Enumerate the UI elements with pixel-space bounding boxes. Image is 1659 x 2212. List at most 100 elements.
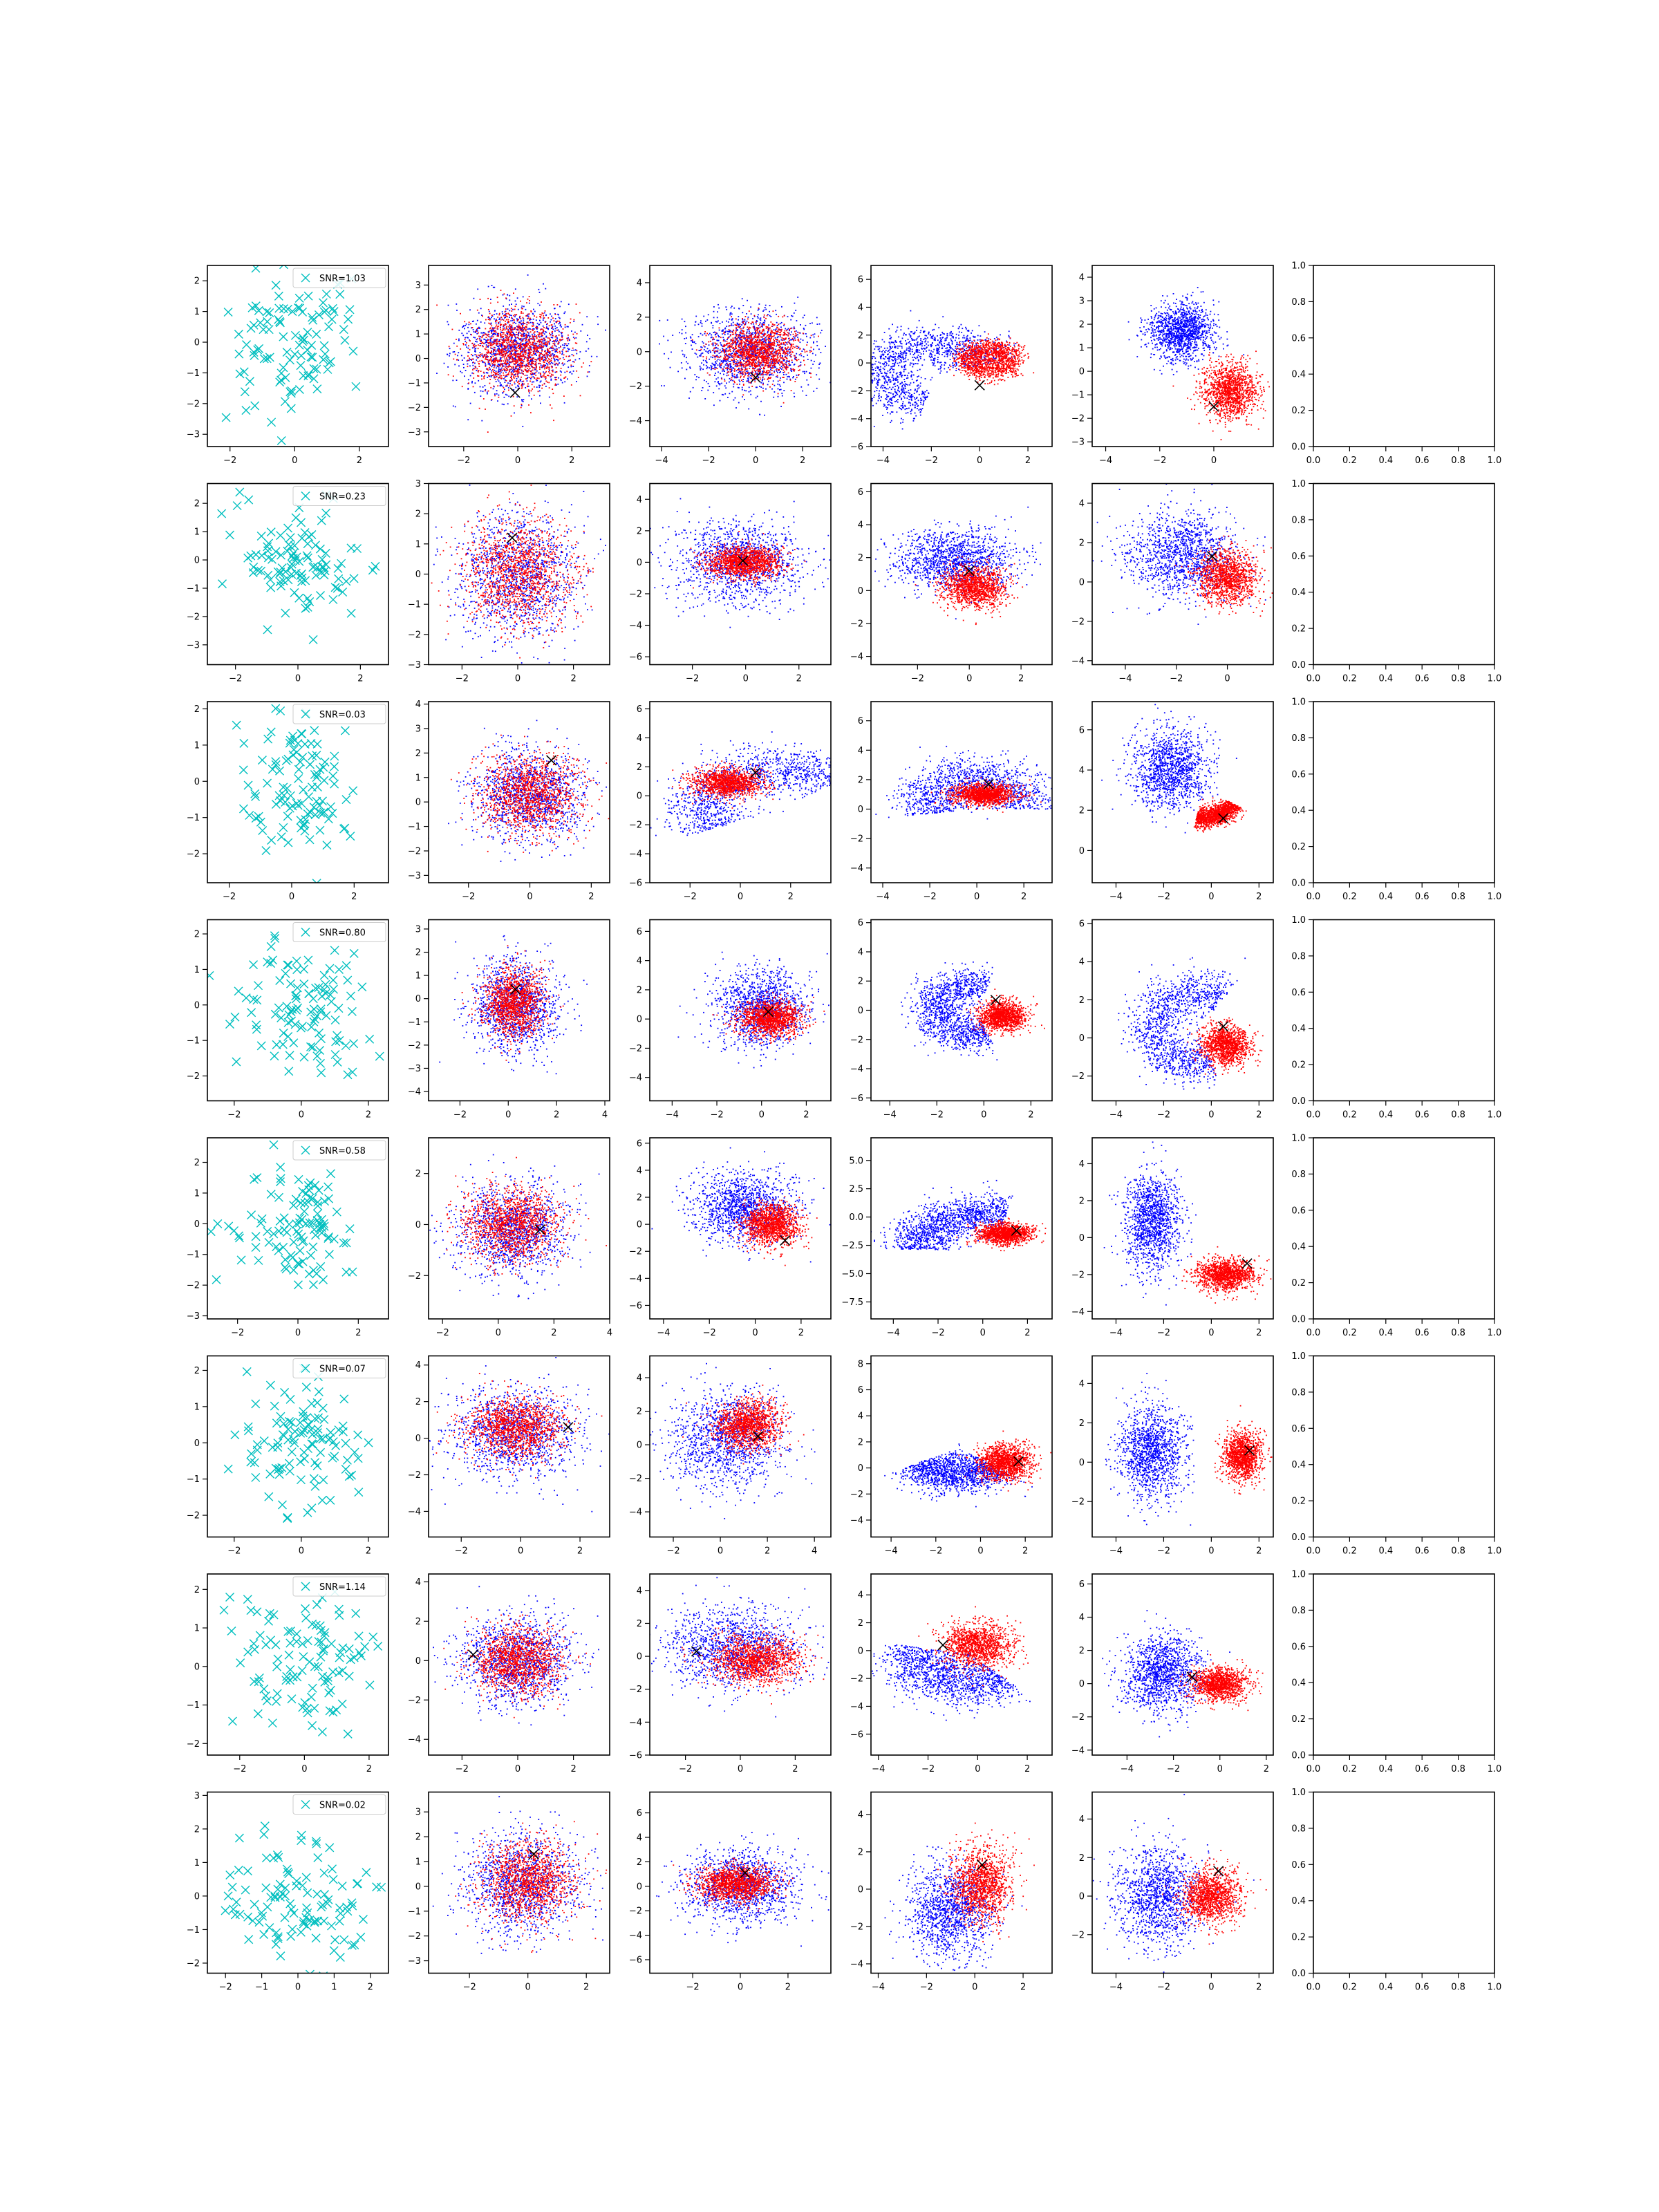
red-point [524, 323, 525, 324]
red-point [753, 343, 754, 344]
red-point [769, 335, 770, 336]
red-point [480, 299, 481, 300]
red-point [752, 347, 753, 348]
blue-point [774, 371, 775, 372]
red-point [754, 343, 756, 344]
red-point [757, 336, 758, 337]
blue-point [771, 374, 772, 375]
blue-point [493, 353, 494, 355]
blue-point [775, 310, 776, 311]
blue-point [532, 314, 534, 315]
blue-point [552, 341, 554, 342]
red-point [765, 346, 767, 347]
blue-point [785, 328, 786, 330]
blue-point [733, 376, 734, 377]
blue-point [722, 394, 724, 395]
blue-point [561, 326, 562, 328]
blue-point [709, 367, 710, 368]
red-point [765, 364, 766, 366]
red-point [773, 355, 774, 356]
blue-point [509, 299, 510, 301]
blue-point [731, 319, 733, 321]
red-point [496, 343, 498, 344]
red-point [707, 373, 709, 374]
red-point [727, 343, 729, 344]
red-point [523, 339, 524, 341]
red-point [478, 361, 479, 362]
red-point [762, 384, 764, 386]
blue-point [731, 370, 733, 371]
red-point [529, 345, 530, 346]
blue-point [750, 394, 751, 395]
red-point [500, 335, 501, 337]
red-point [521, 404, 523, 405]
blue-point [733, 400, 735, 401]
blue-point [672, 335, 673, 336]
red-point [489, 367, 490, 368]
blue-point [472, 365, 474, 366]
red-point [755, 330, 756, 332]
blue-point [512, 332, 514, 333]
blue-point [739, 371, 740, 373]
blue-point [544, 357, 545, 358]
red-point [762, 377, 764, 378]
blue-point [794, 326, 795, 328]
blue-point [489, 368, 491, 370]
blue-point [523, 359, 525, 360]
x-tick-label: 0 [292, 456, 297, 466]
blue-point [551, 362, 552, 364]
blue-point [505, 386, 507, 387]
blue-point [788, 328, 789, 330]
red-point [730, 369, 731, 371]
blue-point [714, 375, 715, 376]
y-tick-label: 3 [415, 281, 421, 291]
blue-point [718, 371, 719, 373]
blue-point [489, 317, 490, 319]
red-point [534, 367, 535, 368]
blue-point [776, 376, 777, 377]
blue-point [564, 364, 565, 365]
blue-point [488, 286, 489, 288]
blue-point [741, 324, 742, 326]
y-tick-label: −3 [408, 427, 421, 438]
blue-point [727, 365, 728, 366]
red-point [516, 359, 517, 360]
blue-point [573, 321, 574, 322]
red-point [532, 384, 533, 385]
blue-point [712, 327, 713, 328]
blue-point [762, 388, 764, 389]
red-point [475, 346, 476, 347]
red-point [518, 369, 520, 371]
red-point [501, 375, 503, 377]
blue-point [737, 360, 738, 362]
blue-point [458, 352, 459, 353]
blue-point [469, 309, 471, 310]
red-point [505, 315, 506, 316]
red-point [771, 356, 773, 357]
blue-point [545, 365, 546, 366]
red-point [513, 364, 514, 365]
red-point [509, 324, 511, 326]
red-point [548, 341, 550, 343]
blue-point [493, 359, 494, 360]
red-point [715, 368, 716, 370]
blue-point [465, 344, 467, 346]
red-point [493, 350, 494, 352]
red-point [787, 346, 789, 348]
blue-point [813, 342, 814, 344]
red-point [545, 344, 547, 345]
red-point [500, 344, 501, 346]
red-point [712, 350, 713, 351]
blue-point [682, 319, 683, 320]
blue-point [667, 319, 668, 321]
red-point [751, 375, 753, 377]
red-point [581, 366, 583, 368]
blue-point [500, 385, 501, 386]
blue-point [709, 359, 710, 360]
red-point [550, 375, 552, 377]
blue-point [472, 355, 474, 357]
red-point [509, 386, 510, 387]
blue-point [475, 332, 476, 333]
red-point [784, 359, 785, 360]
blue-point [765, 374, 766, 375]
